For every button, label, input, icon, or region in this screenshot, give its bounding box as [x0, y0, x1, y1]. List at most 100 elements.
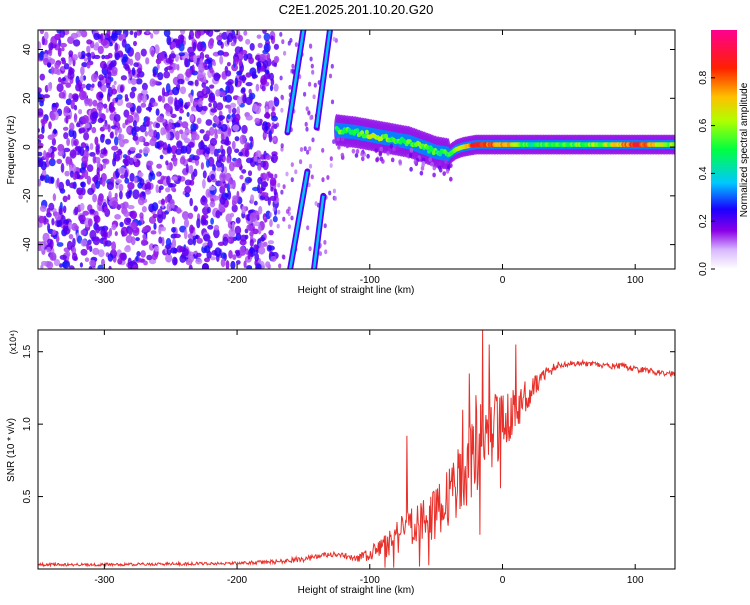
noise-speckle: [128, 157, 134, 166]
noise-speckle: [313, 82, 317, 88]
noise-speckle: [244, 142, 251, 151]
spectrogram-y-tick-label: 40: [22, 44, 33, 56]
noise-speckle: [178, 52, 185, 57]
noise-speckle: [116, 94, 123, 100]
noise-speckle: [89, 143, 94, 150]
noise-speckle: [183, 137, 191, 144]
noise-speckle: [79, 262, 83, 268]
noise-speckle: [193, 205, 198, 212]
snr-y-label: SNR (10 * v/v): [6, 418, 17, 482]
noise-speckle: [86, 164, 94, 173]
ridge-fragment: [355, 149, 360, 154]
noise-speckle: [91, 83, 95, 88]
noise-speckle: [188, 264, 193, 269]
noise-speckle: [228, 250, 233, 259]
noise-speckle: [154, 44, 160, 54]
noise-speckle: [245, 157, 254, 164]
noise-speckle: [190, 122, 197, 132]
noise-speckle: [66, 138, 70, 146]
noise-speckle: [141, 89, 148, 95]
noise-speckle: [73, 39, 81, 47]
noise-speckle: [80, 74, 84, 83]
noise-speckle: [234, 56, 239, 66]
noise-speckle: [120, 85, 124, 93]
noise-speckle: [80, 229, 87, 236]
noise-speckle: [60, 162, 65, 173]
noise-speckle: [48, 147, 53, 154]
noise-speckle: [41, 260, 48, 266]
noise-speckle: [100, 38, 108, 46]
noise-speckle: [63, 106, 70, 114]
ridge-fragment: [414, 153, 419, 159]
noise-speckle: [86, 62, 91, 69]
noise-speckle: [119, 190, 123, 200]
noise-speckle: [235, 260, 241, 265]
noise-speckle: [175, 148, 183, 155]
snr-y-tick-label: 1.5: [22, 344, 33, 358]
noise-speckle: [309, 115, 313, 121]
noise-speckle: [173, 233, 181, 239]
noise-speckle: [213, 228, 220, 239]
noise-speckle: [132, 189, 140, 200]
noise-speckle: [151, 202, 159, 212]
noise-speckle: [128, 228, 133, 236]
noise-speckle: [254, 259, 258, 267]
noise-speckle: [179, 254, 186, 263]
noise-speckle: [38, 134, 45, 140]
noise-speckle: [48, 121, 52, 130]
noise-speckle: [144, 189, 152, 195]
noise-speckle: [70, 32, 79, 39]
noise-speckle: [308, 163, 313, 169]
noise-speckle: [225, 213, 232, 223]
noise-speckle: [113, 80, 117, 85]
noise-speckle: [107, 231, 111, 239]
noise-speckle: [155, 184, 159, 193]
noise-speckle: [201, 263, 210, 269]
noise-speckle: [203, 234, 211, 242]
noise-speckle: [138, 135, 145, 143]
noise-speckle: [247, 251, 251, 260]
noise-speckle: [156, 131, 160, 140]
noise-speckle: [67, 70, 75, 80]
noise-speckle: [155, 122, 161, 129]
snr-x-tick-label: -200: [227, 575, 247, 586]
ridge-fragment: [445, 168, 450, 174]
noise-speckle: [152, 102, 158, 107]
noise-speckle: [249, 141, 253, 150]
noise-speckle: [65, 251, 71, 258]
noise-speckle: [197, 98, 203, 108]
noise-speckle: [111, 224, 117, 231]
noise-speckle: [219, 172, 227, 183]
noise-speckle: [52, 193, 57, 202]
noise-speckle: [114, 127, 118, 136]
noise-speckle: [107, 86, 114, 97]
snr-y-multiplier: (x10⁴): [8, 330, 18, 354]
noise-speckle: [205, 188, 211, 198]
noise-speckle: [171, 216, 175, 225]
noise-speckle: [59, 254, 67, 260]
noise-speckle: [38, 158, 44, 168]
noise-speckle: [124, 245, 131, 253]
noise-speckle: [229, 184, 234, 189]
noise-speckle: [205, 159, 210, 168]
noise-speckle: [239, 174, 244, 180]
noise-speckle: [57, 150, 65, 157]
colorbar-tick-label: 0.6: [698, 118, 709, 132]
noise-speckle: [285, 209, 290, 214]
noise-speckle: [271, 115, 278, 122]
noise-speckle: [123, 217, 131, 226]
noise-speckle: [330, 99, 335, 105]
noise-speckle: [209, 84, 215, 89]
noise-speckle: [98, 205, 103, 212]
noise-speckle: [172, 256, 178, 266]
noise-speckle: [236, 70, 243, 76]
ridge-fragment: [432, 172, 436, 178]
noise-speckle: [303, 91, 307, 97]
noise-speckle: [141, 191, 146, 197]
noise-speckle: [220, 139, 228, 145]
noise-speckle: [154, 245, 160, 252]
noise-speckle: [58, 181, 65, 192]
noise-speckle: [194, 79, 199, 87]
noise-speckle: [283, 50, 287, 56]
noise-speckle: [127, 205, 135, 210]
